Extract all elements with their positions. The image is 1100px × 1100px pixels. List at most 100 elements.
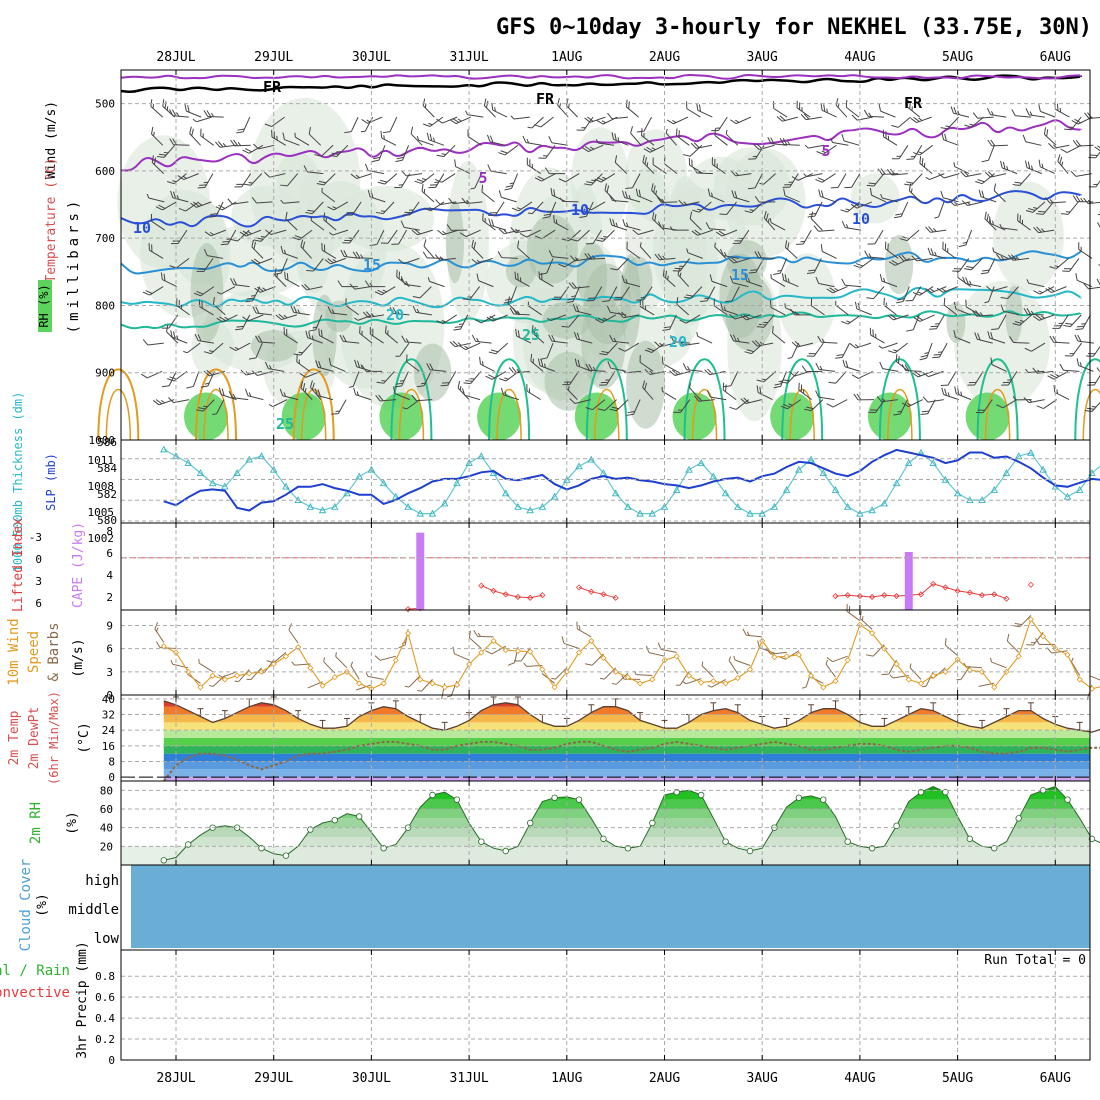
wind-barb [345,298,360,316]
barb-staff [232,201,249,205]
barb-half [331,309,335,314]
barb-flag [706,390,711,398]
wind-barb [565,98,578,118]
wind-barb [713,298,728,316]
barb-half [515,228,519,233]
barb-flag [278,313,285,320]
wind-barb [539,258,554,275]
slp-point [660,502,669,510]
barb-half [421,178,427,181]
barb-flag [944,243,947,251]
wind-barb [280,245,298,259]
y-tick-label: 16 [102,740,115,753]
barb-half [381,380,386,382]
barb-flag [331,152,339,155]
barb-flag [1065,322,1073,325]
wind-barb [183,342,201,354]
barb-flag [284,271,286,279]
barb-flag [489,212,498,214]
barb-staff [419,286,432,299]
wind-barb [504,173,519,191]
barb-flag [610,268,618,271]
wind-barb [780,371,799,384]
barb-flag [996,404,1004,409]
wind-barb [942,241,957,259]
barb-flag [646,146,654,152]
barb-flag [218,387,222,395]
barb-staff [845,106,860,118]
wind-barb [781,273,799,288]
barb-flag [364,280,370,287]
barb-flag [533,124,542,128]
barb-flag [253,239,262,242]
wind-barb [988,216,1006,231]
barb-flag [187,105,190,113]
barb-flag [398,258,405,265]
wind-barb [901,399,924,408]
barb-flag [981,159,989,163]
wind-barb [356,684,372,691]
barb-flag [178,207,186,212]
barb-flag [1063,324,1071,328]
barb-staff [330,364,346,372]
barb-half [672,120,677,124]
barb-flag [652,157,654,165]
wind-barb [835,342,851,359]
barb-flag [618,312,624,319]
barb-staff [287,173,299,187]
barb-flag [841,220,846,228]
wind-barb [987,139,1008,147]
wind-speed-point [832,678,839,685]
barb-flag [459,345,466,351]
barb-half [621,369,626,374]
barb-flag [343,250,348,258]
wind-barb [1043,127,1057,146]
barb-flag [826,656,833,663]
wind-barb [940,116,959,130]
barb-flag [748,271,756,274]
barb-staff [686,314,701,324]
barb-half [1028,398,1033,403]
barb-staff [350,665,360,680]
wind-barb [841,133,860,146]
barb-staff [531,201,544,214]
barb-flag [728,258,735,264]
barb-half [878,345,883,349]
wind-barb [327,201,349,211]
barb-flag [1096,278,1100,286]
barb-staff [1093,342,1100,357]
wind-barb [815,276,835,288]
barb-flag [230,238,238,242]
barb-staff [551,142,568,146]
barb-half [1059,107,1062,113]
barb-flag [920,354,928,358]
barb-flag [471,239,474,247]
barb-flag [806,406,814,410]
wind-barb [264,361,285,372]
barb-flag [884,241,887,249]
barb-flag [654,253,660,261]
barb-staff [410,133,423,146]
barb-flag [361,365,367,372]
barb-flag [318,361,322,369]
barb-flag [872,329,874,337]
barb-flag [220,243,228,246]
barb-half [208,685,214,687]
wind-barb [395,145,410,163]
barb-flag [369,326,371,335]
barb-half [176,112,180,117]
barb-half [441,319,446,323]
barb-half [984,301,989,304]
barb-staff [701,665,714,678]
wind-barb [558,173,580,183]
y-tick-label: 0.2 [95,1033,115,1046]
barb-flag [156,155,165,158]
barb-half [172,180,177,183]
wind-barb [359,326,373,344]
barb-staff [562,200,579,203]
wind-barb [380,130,397,146]
barb-flag [1072,140,1078,147]
barb-flag [756,385,759,393]
wind-barb [689,211,702,231]
wind-barb [610,258,629,271]
